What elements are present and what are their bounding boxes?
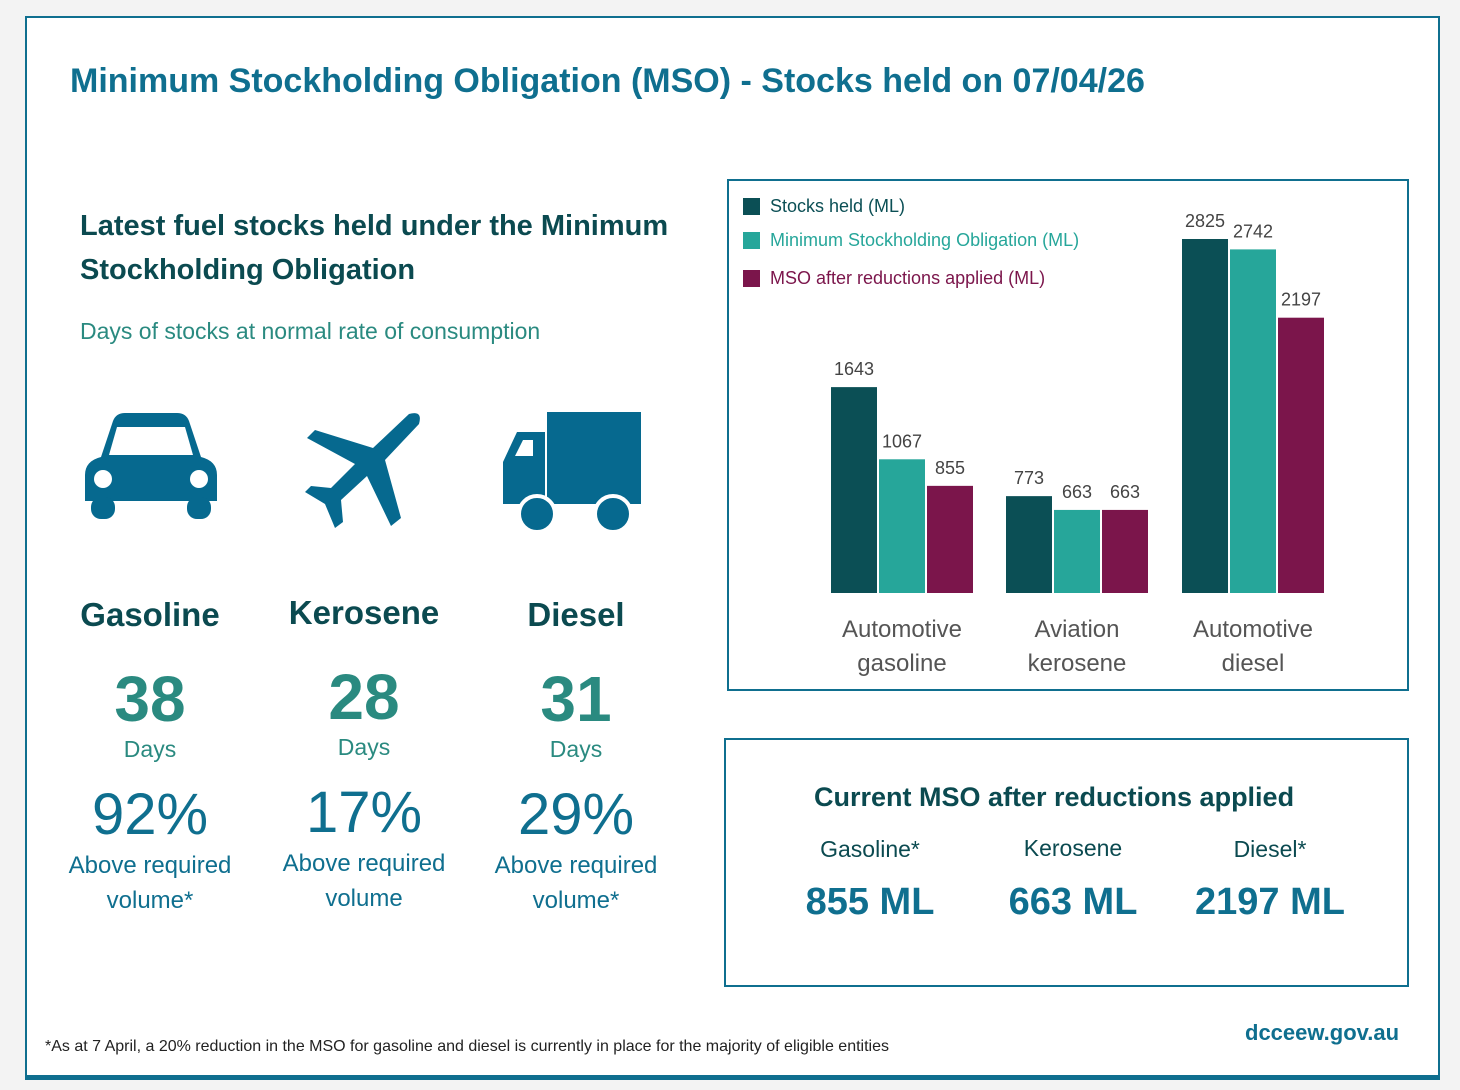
category-label: diesel — [1222, 650, 1285, 677]
data-label: 2825 — [1185, 211, 1225, 231]
legend-swatch — [743, 232, 760, 249]
days-unit: Days — [123, 736, 177, 762]
percent-value: 17% — [305, 780, 423, 845]
legend-label: Minimum Stockholding Obligation (ML) — [770, 230, 1080, 250]
data-label: 663 — [1062, 482, 1092, 502]
website-link[interactable]: dcceew.gov.au — [1245, 1020, 1400, 1045]
mso-item-value: 2197 ML — [1195, 881, 1345, 923]
bar — [831, 387, 877, 593]
bar-chart: 1643 1067 855 Automotive gasoline 773 663 663 Av… — [831, 211, 1324, 677]
data-label: 2742 — [1233, 221, 1273, 241]
mso-item-kerosene: Kerosene 663 ML — [973, 835, 1173, 924]
bar — [1006, 496, 1052, 593]
percent-label: Above required volume* — [494, 852, 658, 914]
days-unit: Days — [549, 736, 603, 762]
mso-item-label: Diesel* — [1233, 836, 1307, 862]
percent-value: 92% — [91, 782, 209, 847]
legend-swatch — [743, 270, 760, 287]
percent-label: Above required volume* — [68, 852, 232, 914]
fuel-kerosene: Kerosene 28 Days 17% Above required volu… — [259, 594, 469, 916]
percent-label: Above required volume — [282, 850, 446, 912]
data-label: 855 — [935, 458, 965, 478]
car-icon — [85, 413, 217, 519]
legend-reduced: MSO after reductions applied (ML) — [743, 268, 1045, 289]
section-heading: Latest fuel stocks held under the Minimu… — [80, 210, 669, 286]
category-label: kerosene — [1028, 650, 1127, 677]
days-value: 31 — [540, 663, 612, 735]
bar — [1182, 239, 1228, 593]
legend-swatch — [743, 198, 760, 215]
bar — [879, 459, 925, 593]
footnote: *As at 7 April, a 20% reduction in the M… — [45, 1038, 889, 1055]
fuel-name: Diesel — [527, 596, 625, 633]
days-label: Days of stocks at normal rate of consump… — [80, 318, 541, 344]
stocks-chart: Stocks held (ML) Minimum Stockholding Ob… — [727, 179, 1409, 691]
mso-item-diesel: Diesel* 2197 ML — [1170, 836, 1370, 924]
legend-mso: Minimum Stockholding Obligation (ML) — [743, 230, 1079, 251]
fuel-gasoline: Gasoline 38 Days 92% Above required volu… — [45, 596, 255, 918]
legend-stocks: Stocks held (ML) — [743, 196, 905, 217]
category-label: Aviation — [1035, 616, 1120, 643]
airplane-icon — [305, 413, 420, 528]
mso-item-value: 855 ML — [805, 881, 935, 923]
mso-item-value: 663 ML — [1008, 881, 1138, 923]
percent-value: 29% — [517, 782, 635, 847]
fuel-name: Gasoline — [80, 596, 220, 633]
category-label: Automotive — [1193, 616, 1313, 643]
category-label: gasoline — [857, 650, 946, 677]
current-mso-box: Current MSO after reductions applied Gas… — [724, 738, 1409, 987]
mso-item-label: Kerosene — [1023, 835, 1123, 861]
bar — [1278, 317, 1324, 593]
data-label: 1067 — [882, 431, 922, 451]
bar — [927, 485, 973, 593]
truck-icon — [503, 412, 641, 532]
legend-label: MSO after reductions applied (ML) — [770, 268, 1046, 288]
days-value: 38 — [114, 663, 186, 735]
data-label: 2197 — [1281, 290, 1321, 310]
page-title: Minimum Stockholding Obligation (MSO) - … — [70, 62, 1145, 100]
days-value: 28 — [328, 661, 400, 733]
mso-box-title: Current MSO after reductions applied — [814, 782, 1295, 812]
data-label: 1643 — [834, 359, 874, 379]
data-label: 663 — [1110, 482, 1140, 502]
infographic-frame: Minimum Stockholding Obligation (MSO) - … — [25, 16, 1440, 1080]
bar — [1230, 249, 1276, 594]
category-label: Automotive — [842, 616, 962, 643]
data-label: 773 — [1014, 468, 1044, 488]
legend-label: Stocks held (ML) — [770, 196, 906, 216]
mso-item-label: Gasoline* — [820, 836, 920, 862]
bar — [1054, 509, 1100, 593]
mso-item-gasoline: Gasoline* 855 ML — [770, 836, 970, 924]
fuel-name: Kerosene — [288, 594, 440, 631]
bar — [1102, 509, 1148, 593]
days-unit: Days — [337, 734, 391, 760]
fuel-diesel: Diesel 31 Days 29% Above required volume… — [471, 596, 681, 918]
